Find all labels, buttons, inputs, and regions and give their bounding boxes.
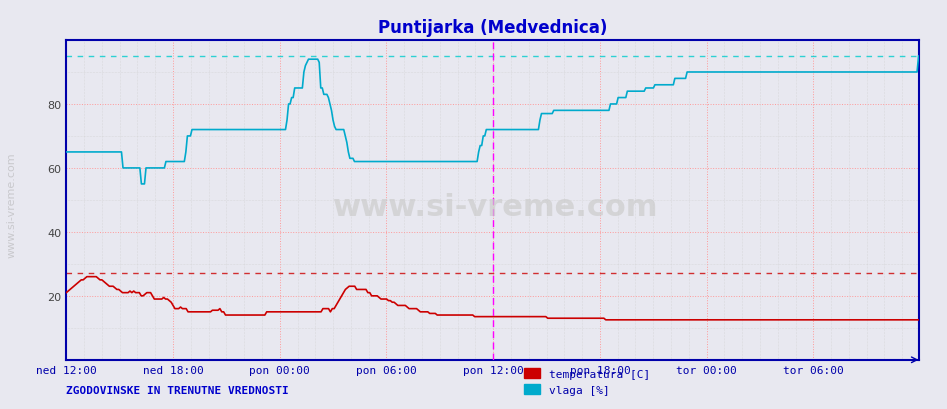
Text: ZGODOVINSKE IN TRENUTNE VREDNOSTI: ZGODOVINSKE IN TRENUTNE VREDNOSTI xyxy=(66,384,289,395)
Text: www.si-vreme.com: www.si-vreme.com xyxy=(333,192,659,221)
Text: www.si-vreme.com: www.si-vreme.com xyxy=(7,152,16,257)
Title: Puntijarka (Medvednica): Puntijarka (Medvednica) xyxy=(378,19,607,36)
Legend: temperatura [C], vlaga [%]: temperatura [C], vlaga [%] xyxy=(519,364,655,399)
